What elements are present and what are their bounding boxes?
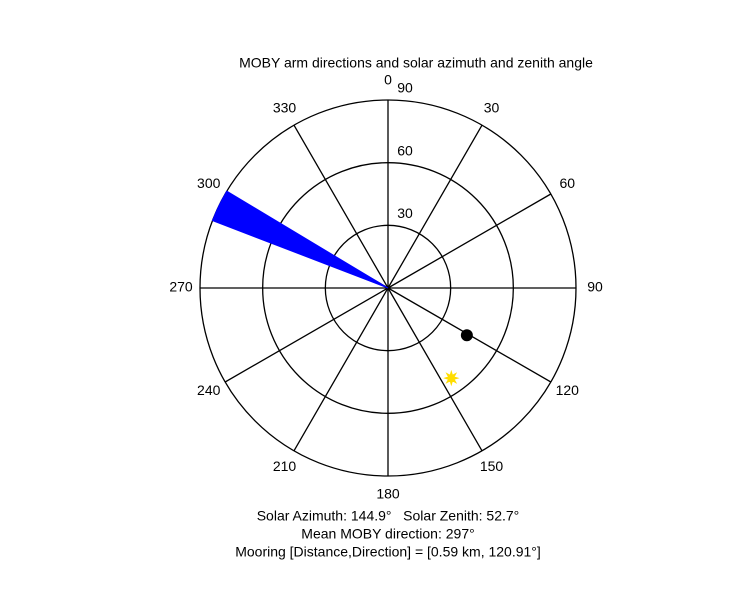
r-tick-label: 60 [397,142,413,158]
footer-text: Solar Azimuth: 144.9° Solar Zenith: 52.7… [257,508,520,524]
spoke [387,287,483,452]
spoke [224,287,389,383]
theta-tick-label: 210 [273,458,297,474]
chart-title: MOBY arm directions and solar azimuth an… [239,55,593,71]
r-tick-label: 90 [397,80,413,96]
mooring-marker [460,329,473,342]
footer-text: Mean MOBY direction: 297° [301,526,474,542]
theta-tick-label: 330 [273,99,297,115]
theta-tick-label: 180 [376,486,400,502]
theta-tick-label: 150 [480,458,504,474]
theta-tick-label: 120 [556,382,580,398]
theta-tick-label: 0 [384,72,392,88]
sun-marker [443,369,460,387]
arm-wedge [211,190,389,289]
theta-tick-label: 270 [169,279,193,295]
theta-tick-label: 240 [197,382,221,398]
footer-text: Mooring [Distance,Direction] = [0.59 km,… [235,544,541,560]
spoke [293,287,389,452]
theta-tick-label: 90 [587,279,603,295]
spoke [293,124,389,289]
theta-tick-label: 300 [197,175,221,191]
spoke [387,124,483,289]
r-tick-label: 30 [397,205,413,221]
spoke [387,193,552,289]
theta-tick-label: 30 [484,99,500,115]
theta-tick-label: 60 [559,175,575,191]
